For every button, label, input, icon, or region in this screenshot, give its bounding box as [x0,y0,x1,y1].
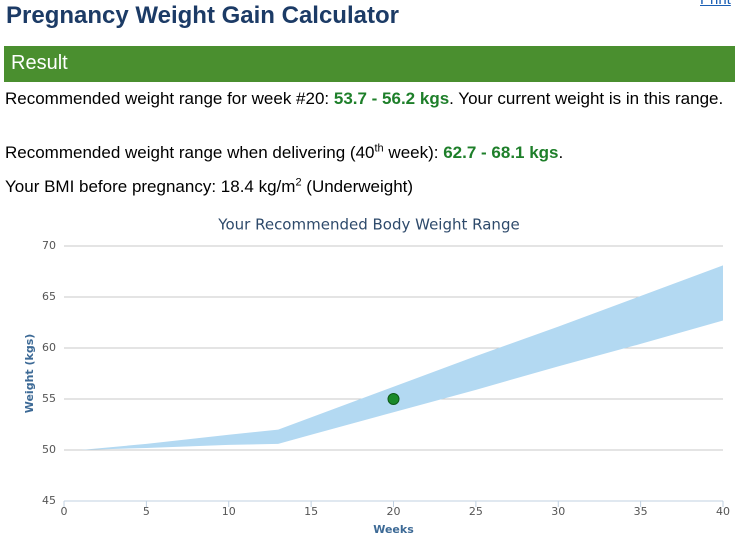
text: Recommended weight range when delivering… [5,143,375,162]
y-tick-label: 65 [42,290,56,303]
superscript: 2 [295,176,302,189]
x-tick-label: 40 [716,505,730,518]
chart-title: Your Recommended Body Weight Range [217,216,519,234]
week-range-line: Recommended weight range for week #20: 5… [5,88,730,109]
x-tick-label: 15 [304,505,318,518]
bmi-line: Your BMI before pregnancy: 18.4 kg/m2 (U… [5,176,730,197]
text: . Your current weight is in this range. [449,89,724,108]
result-heading: Result [11,52,68,74]
print-link[interactable]: Print [700,0,731,8]
y-tick-label: 50 [42,443,56,456]
text: . [558,143,564,162]
text: week): [383,143,444,162]
text: Your BMI before pregnancy: 18.4 kg/m [5,177,296,196]
x-tick-label: 30 [551,505,565,518]
x-tick-label: 10 [222,505,236,518]
text: Recommended weight range for week #20: [5,89,334,108]
chart: Your Recommended Body Weight Range 45505… [23,216,730,537]
week-range: 53.7 - 56.2 kgs [333,89,450,108]
x-tick-label: 0 [61,505,68,518]
y-axis-title: Weight (kgs) [23,334,36,414]
superscript: th [374,142,384,155]
current-weight-point [387,393,400,405]
y-tick-label: 45 [42,494,56,507]
weight-range-area [80,265,724,450]
x-tick-label: 25 [469,505,483,518]
x-tick-label: 35 [634,505,648,518]
x-tick-label: 20 [387,505,401,518]
text: (Underweight) [301,177,414,196]
result-heading-bar: Result [4,46,735,82]
page-title: Pregnancy Weight Gain Calculator [6,2,399,29]
x-tick-label: 5 [143,505,150,518]
y-tick-label: 55 [42,392,56,405]
y-tick-label: 70 [42,239,56,252]
delivery-range-line: Recommended weight range when delivering… [5,142,730,163]
y-tick-label: 60 [42,341,56,354]
x-axis-title: Weeks [373,523,414,536]
delivery-range: 62.7 - 68.1 kgs [443,143,559,162]
